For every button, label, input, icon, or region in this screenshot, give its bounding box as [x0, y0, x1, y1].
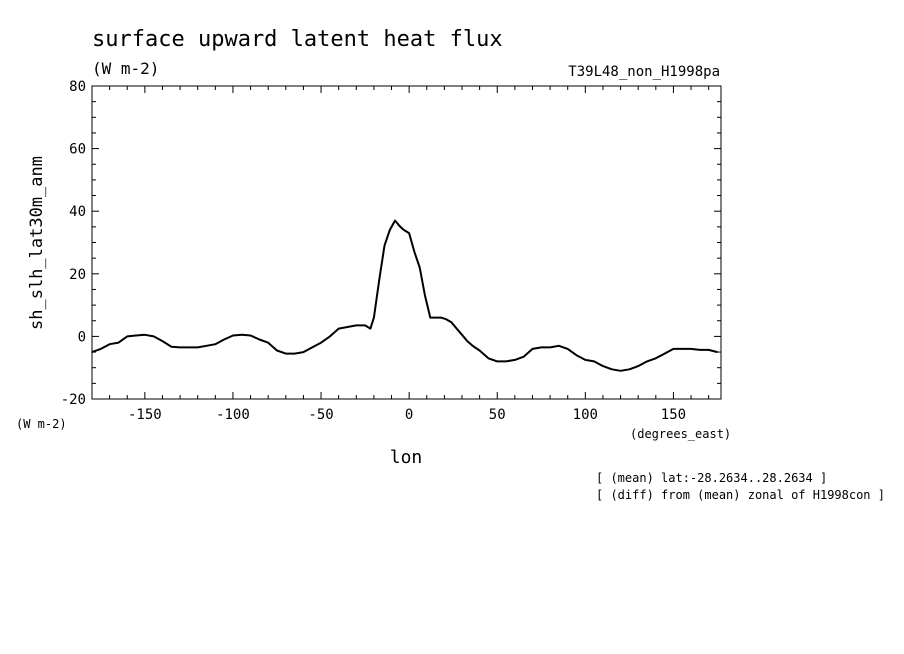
x-tick-labels: -150 -100 -50 0 50 100 150 — [128, 407, 686, 423]
y-tick-label: 80 — [69, 79, 86, 95]
x-tick-label: -150 — [128, 407, 162, 423]
chart-title: surface upward latent heat flux — [92, 27, 503, 52]
x-tick-label: 150 — [661, 407, 686, 423]
y-tick-label: 20 — [69, 267, 86, 283]
x-axis-units: (degrees_east) — [630, 427, 731, 441]
x-tick-label: -100 — [216, 407, 250, 423]
y-tick-labels: -20 0 20 40 60 80 — [61, 79, 86, 408]
y-tick-label: -20 — [61, 392, 86, 408]
y-tick-label: 40 — [69, 204, 86, 220]
plot-frame — [91, 85, 722, 400]
title-units: (W m-2) — [92, 59, 159, 78]
y-tick-label: 0 — [78, 329, 86, 345]
annotation-diff: [ (diff) from (mean) zonal of H1998con ] — [596, 488, 885, 502]
x-tick-label: 100 — [573, 407, 598, 423]
y-axis-label: sh_slh_lat30m_anm — [27, 156, 47, 330]
run-label: T39L48_non_H1998pa — [568, 64, 720, 80]
axis-ticks — [92, 85, 721, 400]
x-tick-label: 0 — [405, 407, 413, 423]
x-tick-label: -50 — [308, 407, 333, 423]
series-line — [91, 219, 718, 372]
y-axis-units: (W m-2) — [16, 417, 67, 431]
x-tick-label: 50 — [489, 407, 506, 423]
y-tick-label: 60 — [69, 142, 86, 158]
annotation-lat: [ (mean) lat:-28.2634..28.2634 ] — [596, 471, 827, 485]
x-axis-label: lon — [390, 447, 423, 468]
